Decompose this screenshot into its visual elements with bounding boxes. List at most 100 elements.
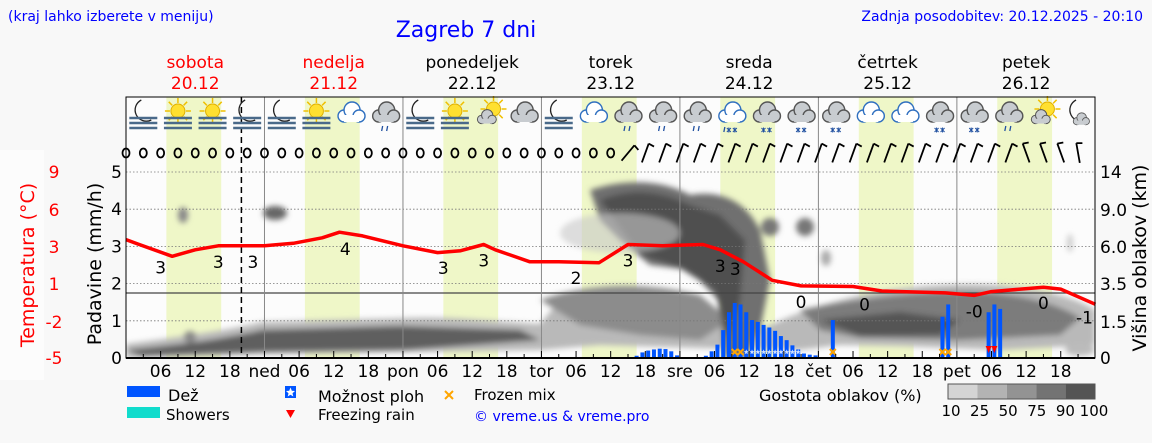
day-date: 20.12 [171,74,220,94]
day-separators [263,97,958,358]
precipitation-bar [778,336,783,358]
wind-barb-icon [796,142,811,163]
calm-wind-icon [156,147,166,159]
cloud-patch [821,250,831,266]
day-name: sobota [166,53,224,73]
calm-wind-icon [138,147,148,159]
temperature-label: 2 [571,269,582,289]
day-date: 21.12 [309,74,358,94]
calm-wind-icon [467,147,477,159]
cloud-rain-icon [371,101,401,132]
calm-wind-icon [173,147,183,159]
calm-wind-icon [346,147,356,159]
cloud-sleet-icon [718,101,747,133]
wind-barb-icon [1075,142,1083,164]
temperature-label: -0 [966,302,983,322]
daylight-band [304,97,360,358]
last-updated: Zadnja posodobitev: 20.12.2025 - 20:10 [861,9,1143,25]
day-date: 22.12 [448,74,497,94]
precipitation-bar [675,355,680,358]
precipitation-bar [663,349,668,358]
day-date: 26.12 [1002,74,1051,94]
precipitation-bar [796,349,801,358]
x-tick-label: 12 [877,362,899,382]
x-tick-label: tor [529,362,553,382]
x-tick-label: 06 [842,362,864,382]
precipitation-bar [732,302,737,358]
cloud-late-dense [820,312,960,336]
cloud-density-scale: 10 25 50 75 90 100 [941,383,1108,420]
precipitation-bar [940,316,945,358]
wind-barb-icon [762,142,776,163]
density-swatch [1065,384,1095,399]
precipitation-bar [715,344,720,358]
calm-wind-icon [260,147,269,159]
location-hint[interactable]: (kraj lahko izberete v meniju) [8,9,214,25]
day-name: petek [1002,53,1050,73]
precipitation-bar [657,348,662,358]
precipitation-bar [767,327,772,358]
x-tick-label: 18 [911,362,933,382]
calm-wind-icon [554,147,564,159]
temperature-tick: 1 [49,275,60,295]
cloud-mid [540,285,730,340]
cloud-rain-icon [614,101,643,132]
precipitation-markers [731,346,998,356]
precipitation-bar [807,354,812,358]
sun-fog-icon [302,98,331,130]
frozen-mix-marker [944,348,952,356]
x-tick-label: 06 [427,362,449,382]
precipitation-bar [998,308,1003,358]
calm-wind-icon [208,147,217,159]
precipitation-bar [738,304,743,358]
showers-chance-star [749,349,755,355]
density-tick: 25 [970,402,989,420]
calm-wind-icon [363,147,373,159]
legend-cloud-density-label: Gostota oblakov (%) [759,386,922,405]
wind-barb-icon [1004,142,1018,163]
day-date: 23.12 [586,74,635,94]
wind-barb-icon [1021,141,1031,163]
day-name: sreda [726,53,773,73]
x-tick-label: 12 [738,362,760,382]
calm-wind-icon [485,147,494,159]
calm-wind-icon [571,147,581,159]
calm-wind-icon [415,147,425,159]
x-tick-label: 18 [1050,362,1072,382]
precipitation-bar [761,324,766,358]
x-tick-label: ned [248,362,280,382]
precipitation-bar [744,312,749,358]
cloud-gray-icon [510,101,539,123]
wind-barb-icon [883,142,897,163]
wind-barb-icon [935,142,949,163]
calm-wind-icon [277,147,287,159]
cloud-snow-icon [822,101,851,133]
freezing-rain-marker [985,346,992,353]
showers-chance-star [772,349,778,355]
precipitation-bar [634,355,639,358]
calm-wind-icon [398,147,408,159]
precipitation-bar [640,352,645,358]
calm-wind-icon [433,147,442,159]
precipitation-tick: 3 [111,237,122,257]
x-tick-label: 06 [150,362,172,382]
x-tick-label: 06 [704,362,726,382]
x-tick-label: 18 [219,362,241,382]
daylight-band [166,97,222,358]
temperature-label: 0 [796,293,807,313]
temperature-label: 3 [623,252,634,272]
temperature-line [125,230,1097,306]
moon-fog-icon [129,99,158,130]
copyright-link[interactable]: © vreme.us & vreme.pro [474,409,649,425]
legend-freezing-rain-label: Freezing rain [318,406,415,424]
wind-barb-icon [779,142,793,163]
grid [126,171,1095,322]
temperature-labels: 3 3 343 323 3 30 0 -0 0-1 [155,240,1093,329]
freezing-rain-marker [991,346,998,353]
precipitation-bar [755,321,760,358]
x-tick-label: 12 [323,362,345,382]
precipitation-bar [669,351,674,358]
wind-barb-icon [917,142,932,163]
legend-showers-chance-label: Možnost ploh [318,387,424,406]
